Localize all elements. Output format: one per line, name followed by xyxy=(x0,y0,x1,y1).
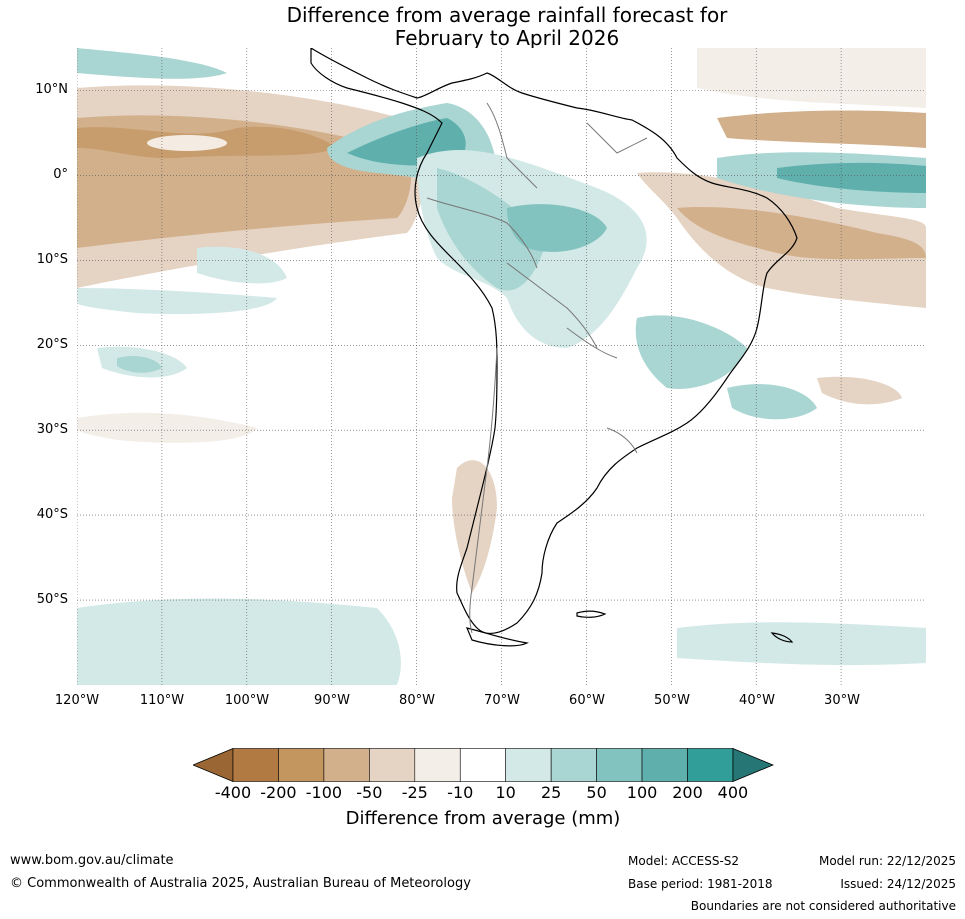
lon-label-70w: 70°W xyxy=(484,693,520,708)
border-guianas xyxy=(586,122,648,154)
colorbar-label: Difference from average (mm) xyxy=(345,808,621,829)
dry-north-atlantic xyxy=(717,110,926,148)
colorbar-arrow-low xyxy=(193,748,234,782)
south-america-coastline xyxy=(310,48,798,635)
wet-south-atlantic-patch xyxy=(727,384,817,420)
wet-southern-ocean-east xyxy=(677,622,926,666)
colorbar-segment xyxy=(459,748,507,782)
anomaly-shading xyxy=(77,48,926,685)
colorbar-segments xyxy=(193,748,774,782)
lat-label-10s: 10°S xyxy=(36,252,68,267)
colorbar-tick-label: -50 xyxy=(356,783,383,802)
lon-label-50w: 50°W xyxy=(654,693,690,708)
footer-base-period: Base period: 1981-2018 xyxy=(628,877,773,891)
tierra-del-fuego xyxy=(465,627,529,647)
title-line-1: Difference from average rainfall forecas… xyxy=(286,3,728,27)
graticule xyxy=(77,48,926,685)
lat-label-10n: 10°N xyxy=(35,82,68,97)
dry-light-north-atlantic xyxy=(697,48,926,108)
colorbar-tick-label: 10 xyxy=(495,783,516,802)
colorbar-tick-label: 200 xyxy=(672,783,703,802)
south-georgia xyxy=(770,632,794,643)
wet-southern-ocean-west xyxy=(77,598,401,685)
wet-amazon-core xyxy=(507,204,607,252)
wet-south-pacific-strip xyxy=(77,288,277,315)
wet-patch-north-pacific xyxy=(77,48,227,79)
footer-copyright: © Commonwealth of Australia 2025, Austra… xyxy=(10,876,471,891)
title-line-2: February to April 2026 xyxy=(394,26,620,50)
dry-light-south-pacific xyxy=(77,412,257,443)
colorbar-segment xyxy=(323,748,370,782)
lat-label-20s: 20°S xyxy=(36,337,68,352)
border-chile-argentina xyxy=(469,347,498,634)
colorbar-segment xyxy=(232,748,279,782)
lat-label-40s: 40°S xyxy=(36,507,68,522)
colorbar-tick-label: -400 xyxy=(214,783,252,802)
lon-label-40w: 40°W xyxy=(739,693,775,708)
wet-south-pacific-core xyxy=(117,356,162,373)
colorbar-segment xyxy=(550,748,597,782)
lon-label-80w: 80°W xyxy=(399,693,435,708)
colorbar xyxy=(193,748,774,782)
colorbar-tick-label: -25 xyxy=(401,783,428,802)
wet-south-pacific-patch xyxy=(197,246,287,284)
falkland-islands xyxy=(576,610,607,618)
border-colombia-venezuela xyxy=(486,102,538,189)
colorbar-segment xyxy=(505,748,552,782)
colorbar-segment xyxy=(369,748,416,782)
wet-equatorial-atlantic-core xyxy=(777,162,926,193)
colorbar-tick-label: -10 xyxy=(447,783,474,802)
colorbar-tick-label: 50 xyxy=(586,783,607,802)
colorbar-tick-label: -200 xyxy=(260,783,297,802)
colorbar-arrow-high xyxy=(732,748,774,782)
lat-label-0: 0° xyxy=(53,167,68,182)
lon-label-120w: 120°W xyxy=(54,693,100,708)
footer-url[interactable]: www.bom.gov.au/climate xyxy=(10,853,174,868)
border-bolivia xyxy=(506,262,598,349)
colorbar-segment xyxy=(278,748,325,782)
colorbar-segment xyxy=(596,748,643,782)
footer-model: Model: ACCESS-S2 xyxy=(628,854,740,868)
border-peru-brazil xyxy=(426,197,538,269)
rainfall-anomaly-map xyxy=(77,48,926,685)
lat-label-50s: 50°S xyxy=(36,592,68,607)
dry-south-atlantic-patch xyxy=(817,376,902,405)
lat-label-30s: 30°S xyxy=(36,422,68,437)
lon-label-110w: 110°W xyxy=(139,693,185,708)
colorbar-tick-label: 400 xyxy=(717,783,749,802)
moist-gap-pacific xyxy=(147,135,227,151)
map-title: Difference from average rainfall forecas… xyxy=(0,4,965,50)
footer-model-run: Model run: 22/12/2025 xyxy=(818,854,956,868)
wet-andes-medium xyxy=(437,168,547,291)
dry-ne-brazil-medium xyxy=(677,207,926,260)
country-borders xyxy=(426,102,648,634)
coastlines xyxy=(310,48,798,647)
border-paraguay xyxy=(566,327,618,359)
lon-label-90w: 90°W xyxy=(314,693,350,708)
map-panel xyxy=(77,48,926,685)
lon-label-60w: 60°W xyxy=(569,693,605,708)
colorbar-tick-label: -100 xyxy=(305,783,343,802)
footer-disclaimer: Boundaries are not considered authoritat… xyxy=(690,899,956,913)
colorbar-segment xyxy=(641,748,688,782)
lon-label-30w: 30°W xyxy=(824,693,860,708)
lon-label-100w: 100°W xyxy=(224,693,270,708)
colorbar-tick-label: 100 xyxy=(626,783,658,802)
border-uruguay xyxy=(606,427,638,454)
footer-issued: Issued: 24/12/2025 xyxy=(840,877,956,891)
colorbar-segment xyxy=(687,748,734,782)
wet-south-brazil xyxy=(635,315,747,389)
colorbar-segment xyxy=(414,748,461,782)
colorbar-tick-label: 25 xyxy=(540,783,562,802)
